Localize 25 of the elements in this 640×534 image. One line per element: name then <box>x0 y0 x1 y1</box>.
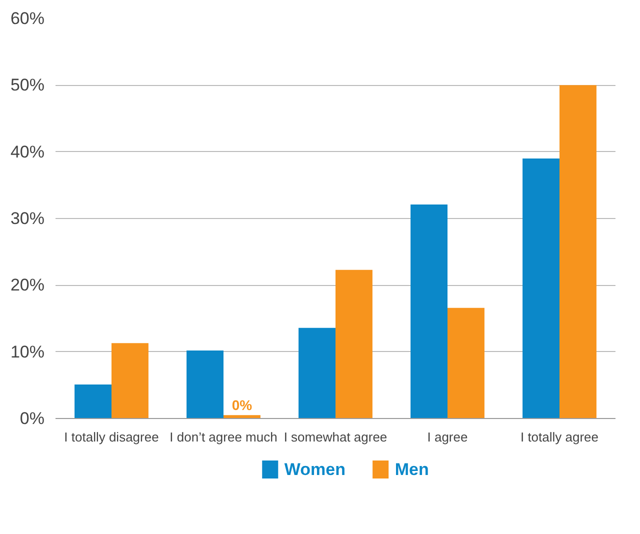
y-tick-label: 0% <box>20 409 45 428</box>
bar <box>74 384 112 418</box>
x-tick-label: I agree <box>427 430 468 444</box>
y-tick-label: 30% <box>10 209 45 228</box>
x-tick-label: I somewhat agree <box>284 430 388 444</box>
bar <box>112 343 148 418</box>
y-tick-label: 40% <box>10 142 45 162</box>
bar <box>336 270 372 418</box>
y-tick-label: 20% <box>10 276 45 295</box>
bar <box>448 308 484 418</box>
bar <box>224 415 260 418</box>
bar <box>298 328 336 418</box>
x-tick-label: I totally disagree <box>64 430 159 444</box>
bar <box>186 350 224 418</box>
x-tick-label: I don’t agree much <box>170 430 278 444</box>
bar <box>560 85 596 418</box>
legend-label: Women <box>284 460 346 479</box>
x-tick-label: I totally agree <box>520 430 599 444</box>
y-tick-label: 50% <box>10 76 45 95</box>
legend-label: Men <box>394 460 429 479</box>
y-tick-label: 60% <box>10 9 45 28</box>
data-label: 0% <box>232 397 253 414</box>
bar <box>522 158 560 418</box>
bar <box>410 204 448 418</box>
y-tick-label: 10% <box>10 342 45 362</box>
